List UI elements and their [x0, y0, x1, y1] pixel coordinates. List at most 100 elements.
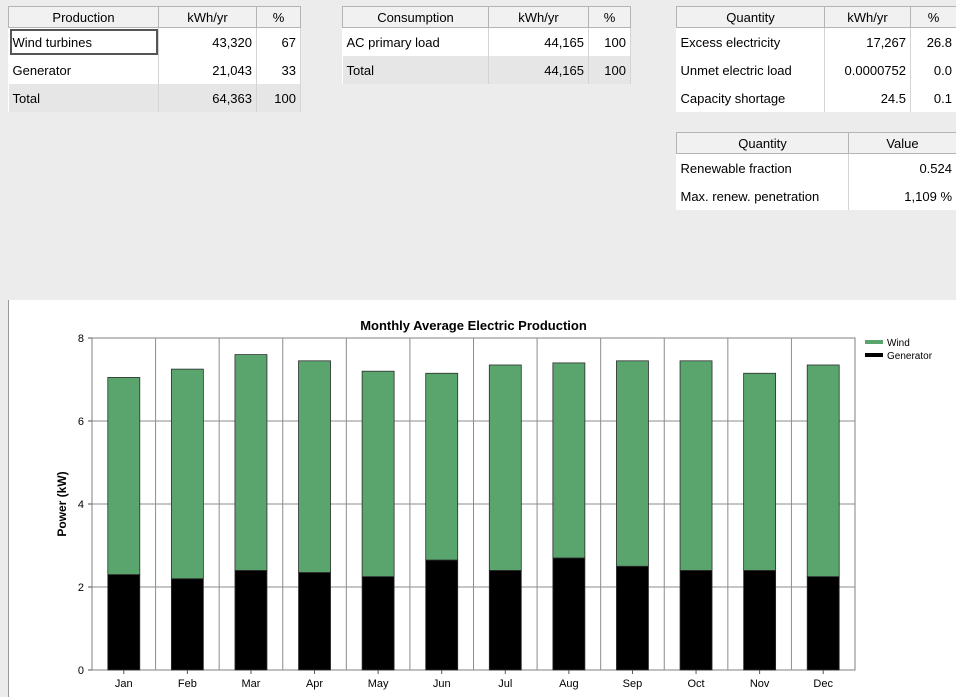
quantity-row-pct: 0.0 [910, 56, 956, 84]
production-col-pct[interactable]: % [256, 6, 301, 28]
bar-wind-oct [679, 360, 713, 571]
table-row[interactable]: Max. renew. penetration 1,109 % [676, 182, 956, 210]
bar-generator-mar [234, 569, 268, 671]
x-tick-label: Mar [241, 678, 260, 690]
production-row-pct: 33 [256, 56, 301, 84]
x-tick-label: Feb [178, 678, 197, 690]
table-row[interactable]: Unmet electric load 0.0000752 0.0 [676, 56, 956, 84]
table-row[interactable]: AC primary load 44,165 100 [342, 27, 631, 56]
bar-generator-jul [488, 569, 522, 671]
value-col-value[interactable]: Value [848, 132, 956, 154]
bar-generator-apr [298, 572, 331, 671]
quantity-row-name: Unmet electric load [676, 56, 825, 84]
production-row-kwh: 64,363 [158, 84, 257, 112]
bar-wind-apr [298, 360, 331, 573]
y-tick-label: 8 [78, 333, 84, 345]
bar-wind-may [361, 370, 395, 578]
production-col-kwh[interactable]: kWh/yr [158, 6, 257, 28]
value-row-name: Renewable fraction [676, 153, 849, 182]
monthly-production-chart: 0 2 4 6 8 Jan Feb Mar Apr May Jun Jul Aug Sep Oct Nov De… [8, 300, 956, 697]
production-table: Production kWh/yr % Wind turbines 43,320… [8, 6, 301, 112]
x-tick-label: Oct [687, 678, 704, 690]
renewable-value-table: Quantity Value Renewable fraction 0.524 … [676, 132, 956, 210]
bar-generator-sep [616, 565, 649, 671]
production-row-pct: 100 [256, 84, 301, 112]
quantity-row-name: Excess electricity [676, 27, 825, 56]
quantity-col-kwh[interactable]: kWh/yr [824, 6, 911, 28]
table-row[interactable]: Wind turbines 43,320 67 [8, 27, 301, 56]
production-row-name: Generator [8, 56, 159, 84]
y-tick-label: 6 [78, 416, 84, 428]
quantity-row-name: Capacity shortage [676, 84, 825, 112]
table-row[interactable]: Excess electricity 17,267 26.8 [676, 27, 956, 56]
quantity-row-kwh: 24.5 [824, 84, 911, 112]
table-row[interactable]: Renewable fraction 0.524 [676, 153, 956, 182]
bar-generator-feb [170, 578, 204, 671]
value-header-row: Quantity Value [676, 132, 956, 154]
x-tick-label: Jan [115, 678, 133, 690]
x-tick-label: May [368, 678, 389, 690]
bar-generator-may [361, 576, 395, 671]
production-row-kwh: 43,320 [158, 27, 257, 56]
bar-wind-dec [806, 364, 840, 578]
quantity-table: Quantity kWh/yr % Excess electricity 17,… [676, 6, 956, 112]
chart-svg: 0 2 4 6 8 Jan Feb Mar Apr May Jun Jul Aug Sep Oct Nov De… [55, 318, 933, 690]
consumption-row-kwh: 44,165 [488, 56, 589, 84]
legend-label-wind: Wind [887, 338, 910, 349]
y-axis-label: Power (kW) [55, 471, 69, 536]
table-row-total[interactable]: Total 64,363 100 [8, 84, 301, 112]
bar-wind-jan [107, 377, 141, 575]
value-row-value: 1,109 % [848, 182, 956, 210]
bar-wind-nov [743, 372, 777, 571]
quantity-col-pct[interactable]: % [910, 6, 956, 28]
bar-generator-aug [552, 557, 586, 671]
value-col-name[interactable]: Quantity [676, 132, 849, 154]
y-tick-label: 2 [78, 582, 84, 594]
table-row-total[interactable]: Total 44,165 100 [342, 56, 631, 84]
y-tick-label: 4 [78, 499, 84, 511]
consumption-header-row: Consumption kWh/yr % [342, 6, 631, 28]
consumption-table: Consumption kWh/yr % AC primary load 44,… [342, 6, 631, 84]
x-tick-label: Jul [498, 678, 512, 690]
bar-wind-mar [234, 354, 268, 571]
x-tick-label: Nov [750, 678, 770, 690]
production-header-row: Production kWh/yr % [8, 6, 301, 28]
consumption-row-pct: 100 [588, 56, 631, 84]
production-col-name[interactable]: Production [8, 6, 159, 28]
consumption-row-kwh: 44,165 [488, 27, 589, 56]
value-row-value: 0.524 [848, 153, 956, 182]
quantity-col-name[interactable]: Quantity [676, 6, 825, 28]
x-tick-label: Apr [306, 678, 323, 690]
consumption-col-pct[interactable]: % [588, 6, 631, 28]
production-row-name[interactable]: Wind turbines [8, 27, 159, 56]
table-row[interactable]: Generator 21,043 33 [8, 56, 301, 84]
bar-wind-feb [170, 368, 204, 580]
bar-wind-jul [488, 364, 522, 571]
bar-wind-aug [552, 362, 586, 559]
value-row-name: Max. renew. penetration [676, 182, 849, 210]
quantity-row-kwh: 0.0000752 [824, 56, 911, 84]
x-tick-label: Sep [623, 678, 643, 690]
production-row-kwh: 21,043 [158, 56, 257, 84]
bar-generator-oct [679, 569, 713, 671]
bar-generator-jun [425, 559, 459, 671]
quantity-row-pct: 0.1 [910, 84, 956, 112]
table-row[interactable]: Capacity shortage 24.5 0.1 [676, 84, 956, 112]
production-row-name: Total [8, 84, 159, 112]
x-tick-label: Aug [559, 678, 579, 690]
x-tick-label: Jun [433, 678, 451, 690]
consumption-row-pct: 100 [588, 27, 631, 56]
x-tick-label: Dec [813, 678, 833, 690]
bar-generator-dec [806, 576, 840, 671]
bar-wind-jun [425, 372, 459, 561]
quantity-row-pct: 26.8 [910, 27, 956, 56]
bar-generator-jan [107, 574, 141, 671]
consumption-row-name: Total [342, 56, 489, 84]
legend-label-generator: Generator [887, 351, 933, 362]
consumption-col-name[interactable]: Consumption [342, 6, 489, 28]
y-tick-label: 0 [78, 665, 84, 677]
consumption-col-kwh[interactable]: kWh/yr [488, 6, 589, 28]
chart-title: Monthly Average Electric Production [360, 318, 587, 333]
production-row-pct: 67 [256, 27, 301, 56]
bar-wind-sep [616, 360, 649, 567]
